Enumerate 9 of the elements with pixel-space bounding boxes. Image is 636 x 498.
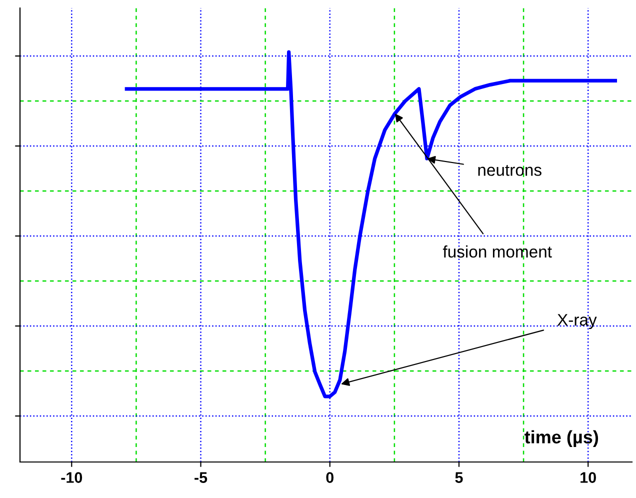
annotation: X-ray	[557, 314, 597, 330]
annotation: neutrons	[478, 164, 542, 176]
x-tick-label: 5	[455, 472, 463, 483]
x-tick-label: 10	[580, 472, 596, 483]
x-tick-label: -5	[194, 472, 208, 483]
annotation: fusion moment	[442, 245, 552, 258]
x-tick-label: -10	[61, 472, 82, 483]
x-axis-title: time (µs)	[524, 430, 598, 448]
x-tick-label: 0	[326, 472, 334, 483]
